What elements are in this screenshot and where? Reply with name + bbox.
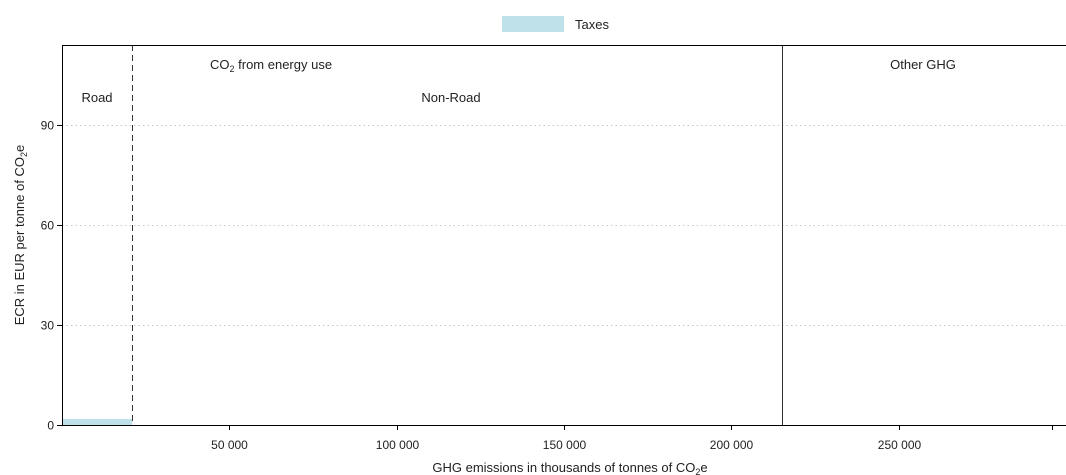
plot-frame	[62, 45, 1066, 426]
road-label: Road	[81, 90, 112, 105]
bar-taxes-0	[62, 419, 133, 425]
legend-label-taxes: Taxes	[575, 17, 609, 32]
y-axis-title: ECR in EUR per tonne of CO2e	[12, 145, 29, 326]
bars	[62, 419, 133, 425]
x-axis-ticks: 50 000 100 000 150 000 200 000 250 000	[211, 425, 1053, 452]
other-ghg-label: Other GHG	[890, 57, 956, 72]
x-tick-label-3: 200 000	[710, 438, 754, 452]
co2-energy-use-label: CO2 from energy use	[210, 57, 332, 74]
y-tick-label-2: 60	[41, 219, 55, 233]
x-tick-label-4: 250 000	[878, 438, 922, 452]
x-tick-label-0: 50 000	[211, 438, 248, 452]
legend-swatch-taxes	[502, 16, 564, 32]
non-road-label: Non-Road	[421, 90, 480, 105]
legend: Taxes	[502, 16, 609, 32]
x-tick-label-2: 150 000	[543, 438, 587, 452]
x-axis-title: GHG emissions in thousands of tonnes of …	[432, 460, 707, 475]
y-tick-label-1: 30	[41, 319, 55, 333]
x-tick-label-1: 100 000	[376, 438, 420, 452]
y-axis-ticks: 0 30 60 90	[41, 119, 62, 433]
y-tick-label-3: 90	[41, 119, 55, 133]
section-dividers	[132, 45, 783, 425]
gridlines	[62, 125, 1066, 326]
y-tick-label-0: 0	[47, 419, 54, 433]
